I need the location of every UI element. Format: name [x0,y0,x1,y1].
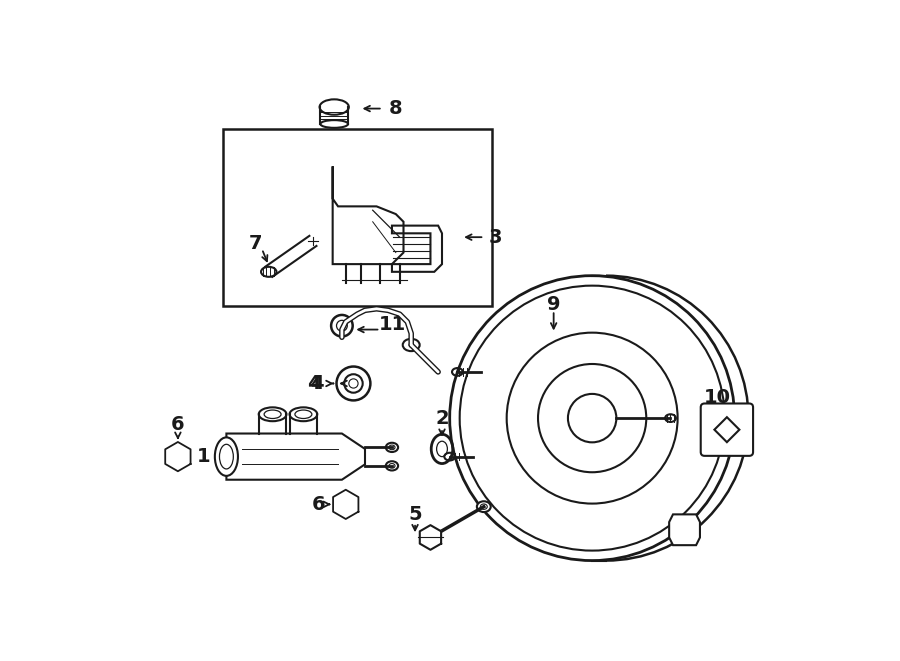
Polygon shape [227,434,365,480]
Ellipse shape [320,99,349,115]
FancyBboxPatch shape [701,403,753,456]
Text: 10: 10 [704,388,731,407]
Ellipse shape [320,120,348,128]
Polygon shape [669,514,700,545]
Ellipse shape [261,267,276,277]
Text: 8: 8 [389,99,402,118]
Text: 11: 11 [378,315,406,334]
Ellipse shape [386,443,398,452]
Polygon shape [166,442,191,471]
Text: 6: 6 [312,495,326,514]
Text: 6: 6 [171,415,184,434]
Text: 2: 2 [436,408,449,428]
Ellipse shape [477,501,490,512]
Text: 9: 9 [547,295,561,315]
Text: 3: 3 [490,227,502,247]
Text: 1: 1 [196,447,210,466]
Bar [222,130,492,307]
Ellipse shape [386,461,398,471]
Polygon shape [333,490,358,519]
Text: 4: 4 [308,374,321,393]
Text: 7: 7 [249,234,263,253]
Polygon shape [419,525,441,550]
Ellipse shape [290,407,318,421]
Ellipse shape [258,407,286,421]
Text: 5: 5 [409,505,422,524]
Text: 4: 4 [310,374,324,393]
Ellipse shape [215,438,238,476]
